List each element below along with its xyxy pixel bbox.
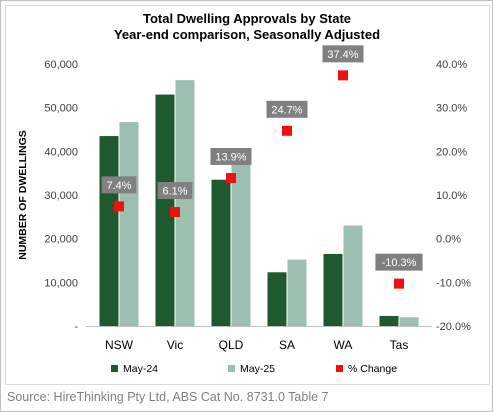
percent-change-marker: [282, 125, 292, 136]
legend-label: May-24: [123, 363, 158, 375]
bar-may-24: [211, 179, 231, 326]
legend-swatch: [111, 365, 118, 372]
bar-may-24: [323, 253, 343, 326]
percent-change-marker: [338, 70, 348, 81]
y-tick-label: 20,000: [44, 234, 78, 246]
y2-tick-label: 30.0%: [436, 103, 467, 115]
percent-label-box: [101, 176, 137, 194]
legend-swatch: [228, 365, 235, 372]
bar-may-25: [231, 160, 251, 326]
percent-change-marker: [114, 201, 124, 212]
percent-label-box: [157, 182, 193, 200]
y2-tick-label: 40.0%: [436, 59, 467, 71]
chart-area: Total Dwelling Approvals by State Year-en…: [5, 5, 490, 385]
category-label: NSW: [105, 338, 134, 352]
percent-label: 7.4%: [106, 180, 131, 192]
category-label: WA: [334, 338, 353, 352]
y-tick-label: 30,000: [44, 190, 78, 202]
y-axis-title: NUMBER OF DWELLINGS: [17, 130, 29, 260]
y-tick-label: 60,000: [44, 59, 78, 71]
bar-may-25: [343, 225, 363, 326]
percent-label-box: [375, 253, 423, 271]
legend-marker: [336, 365, 343, 372]
y2-tick-label: 0.0%: [436, 234, 461, 246]
y2-tick-label: -20.0%: [436, 321, 471, 333]
legend-label: % Change: [348, 363, 397, 375]
y2-tick-label: 10.0%: [436, 190, 467, 202]
percent-label-box: [210, 147, 252, 165]
y-tick-label: -: [74, 321, 78, 333]
source-note: Source: HireThinking Pty Ltd, ABS Cat No…: [7, 390, 329, 404]
percent-change-marker: [226, 172, 236, 183]
y2-tick-label: -10.0%: [436, 277, 471, 289]
y-tick-label: 50,000: [44, 103, 78, 115]
percent-label-box: [322, 45, 364, 63]
bar-may-25: [287, 259, 307, 326]
bar-may-25: [399, 317, 419, 326]
category-label: Tas: [390, 338, 409, 352]
category-label: Vic: [167, 338, 183, 352]
category-label: QLD: [219, 338, 244, 352]
legend-label: May-25: [240, 363, 275, 375]
y2-tick-label: 20.0%: [436, 146, 467, 158]
chart-title: Total Dwelling Approvals by State: [143, 11, 351, 26]
bar-may-24: [99, 136, 119, 326]
percent-label: 6.1%: [162, 186, 187, 198]
percent-change-marker: [394, 278, 404, 289]
percent-label: -10.3%: [382, 257, 417, 269]
y-tick-label: 10,000: [44, 277, 78, 289]
percent-label: 13.9%: [215, 151, 246, 163]
percent-label: 37.4%: [327, 49, 358, 61]
bar-may-24: [155, 94, 175, 326]
percent-label: 24.7%: [271, 104, 302, 116]
chart-subtitle: Year-end comparison, Seasonally Adjusted: [114, 27, 380, 42]
category-label: SA: [279, 338, 295, 352]
bar-may-25: [119, 122, 139, 327]
percent-change-marker: [170, 207, 180, 218]
y-tick-label: 40,000: [44, 146, 78, 158]
bar-may-24: [379, 315, 399, 326]
bar-may-24: [267, 272, 287, 326]
dwelling-approvals-chart: Total Dwelling Approvals by StateYear-en…: [17, 11, 471, 375]
bar-may-25: [175, 80, 195, 326]
percent-label-box: [266, 100, 308, 118]
